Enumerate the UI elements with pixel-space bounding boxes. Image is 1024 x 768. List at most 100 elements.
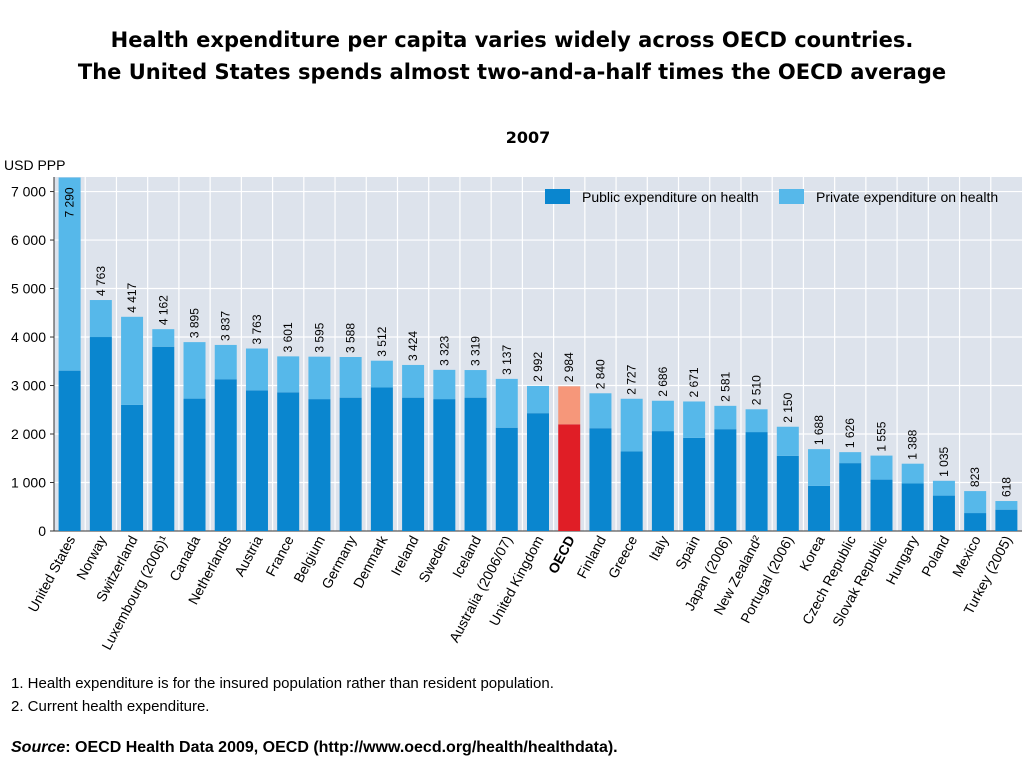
bar-private xyxy=(433,369,456,400)
bar-private xyxy=(527,385,549,414)
bar-public xyxy=(58,370,81,531)
data-label: 2 510 xyxy=(750,375,764,405)
data-label: 3 595 xyxy=(312,322,326,352)
y-tick-label: 0 xyxy=(38,523,46,539)
x-tick-label: France xyxy=(262,533,297,579)
data-label: 1 388 xyxy=(906,429,920,459)
y-tick-label: 6 000 xyxy=(11,232,46,248)
bar-public xyxy=(183,398,206,531)
bar-private xyxy=(58,177,81,371)
data-label: 3 763 xyxy=(250,314,264,344)
bar-public xyxy=(745,432,768,531)
bar-public xyxy=(89,337,112,531)
bar-public xyxy=(589,428,612,531)
bar-public xyxy=(277,392,300,531)
y-tick-label: 7 000 xyxy=(11,184,46,200)
x-tick-label: Spain xyxy=(672,533,703,572)
data-label: 4 162 xyxy=(156,295,170,325)
bar-public xyxy=(683,437,706,531)
y-tick-label: 4 000 xyxy=(11,329,46,345)
y-tick-label: 5 000 xyxy=(11,281,46,297)
bar-private xyxy=(589,393,612,429)
bar-private xyxy=(121,316,144,405)
bar-public xyxy=(651,431,674,531)
data-label: 1 035 xyxy=(937,446,951,476)
bar-private xyxy=(651,400,674,432)
bar-public xyxy=(464,397,487,531)
x-tick-label: Greece xyxy=(605,533,641,581)
data-label: 4 417 xyxy=(125,282,139,312)
x-tick-label: United States xyxy=(25,533,79,615)
bar-private xyxy=(308,356,331,400)
bar-public xyxy=(339,397,362,531)
bar-private xyxy=(932,480,955,496)
x-tick-label: OECD xyxy=(545,533,578,576)
bar-public xyxy=(558,424,581,531)
bar-public xyxy=(932,495,955,531)
bar-private xyxy=(839,452,862,464)
bar-public xyxy=(620,451,643,531)
legend-label-public: Public expenditure on health xyxy=(582,189,759,205)
data-label: 2 671 xyxy=(687,367,701,397)
title-line-2: The United States spends almost two-and-… xyxy=(77,60,947,84)
bar-public xyxy=(152,346,175,531)
bar-private xyxy=(776,426,799,456)
footnote-1: 1. Health expenditure is for the insured… xyxy=(11,675,554,692)
bar-private xyxy=(683,401,706,438)
bar-private xyxy=(214,344,237,380)
data-label: 3 137 xyxy=(500,345,514,375)
legend-swatch-public xyxy=(545,189,570,204)
bar-private xyxy=(870,455,893,480)
bar-private xyxy=(183,342,206,399)
bar-private xyxy=(558,386,581,425)
bar-public xyxy=(776,455,799,531)
chart-title: Health expenditure per capita varies wid… xyxy=(0,24,1024,88)
bar-public xyxy=(121,404,144,531)
bar-public xyxy=(808,485,831,531)
data-label: 3 512 xyxy=(375,326,389,356)
bar-private xyxy=(464,370,487,398)
bar-chart: 0 1 000 2 000 3 000 4 000 5 000 6 000 7 000 USD … xyxy=(4,157,1022,652)
bar-private xyxy=(245,348,268,391)
bar-public xyxy=(245,390,268,531)
bar-public xyxy=(495,427,518,531)
bar-private xyxy=(995,501,1018,510)
chart-subtitle: 2007 xyxy=(505,128,551,147)
data-label: 3 319 xyxy=(469,336,483,366)
bar-public xyxy=(995,509,1018,531)
data-label: 2 984 xyxy=(562,352,576,382)
bar-public xyxy=(964,513,987,531)
data-label: 2 686 xyxy=(656,366,670,396)
source-note: Source: OECD Health Data 2009, OECD (htt… xyxy=(11,739,618,757)
data-label: 3 601 xyxy=(281,322,295,352)
bar-private xyxy=(152,329,175,347)
data-label: 7 290 xyxy=(63,187,77,217)
bar-private xyxy=(402,364,425,398)
data-label: 4 763 xyxy=(94,266,108,296)
bar-public xyxy=(308,399,331,531)
bar-private xyxy=(901,463,924,484)
x-tick-label: Ireland xyxy=(388,533,422,578)
data-label: 3 424 xyxy=(406,331,420,361)
bar-private xyxy=(964,491,987,514)
y-tick-label: 1 000 xyxy=(11,475,46,491)
x-tick-label: Poland xyxy=(918,533,953,579)
x-tick-label: Austria xyxy=(231,533,266,579)
data-label: 1 555 xyxy=(874,421,888,451)
bar-public xyxy=(370,387,393,531)
x-tick-label: Italy xyxy=(645,533,671,563)
bar-public xyxy=(870,479,893,531)
bar-public xyxy=(402,397,425,531)
bar-public xyxy=(901,483,924,531)
bar-public xyxy=(433,399,456,531)
bar-private xyxy=(277,356,300,393)
y-tick-label: 2 000 xyxy=(11,426,46,442)
x-tick-label: Mexico xyxy=(949,533,984,580)
data-label: 2 581 xyxy=(718,371,732,401)
bar-public xyxy=(527,413,549,531)
bar-public xyxy=(714,429,737,531)
data-label: 618 xyxy=(999,477,1013,497)
data-label: 3 895 xyxy=(188,308,202,338)
y-axis-label: USD PPP xyxy=(4,157,65,173)
data-label: 823 xyxy=(968,467,982,487)
